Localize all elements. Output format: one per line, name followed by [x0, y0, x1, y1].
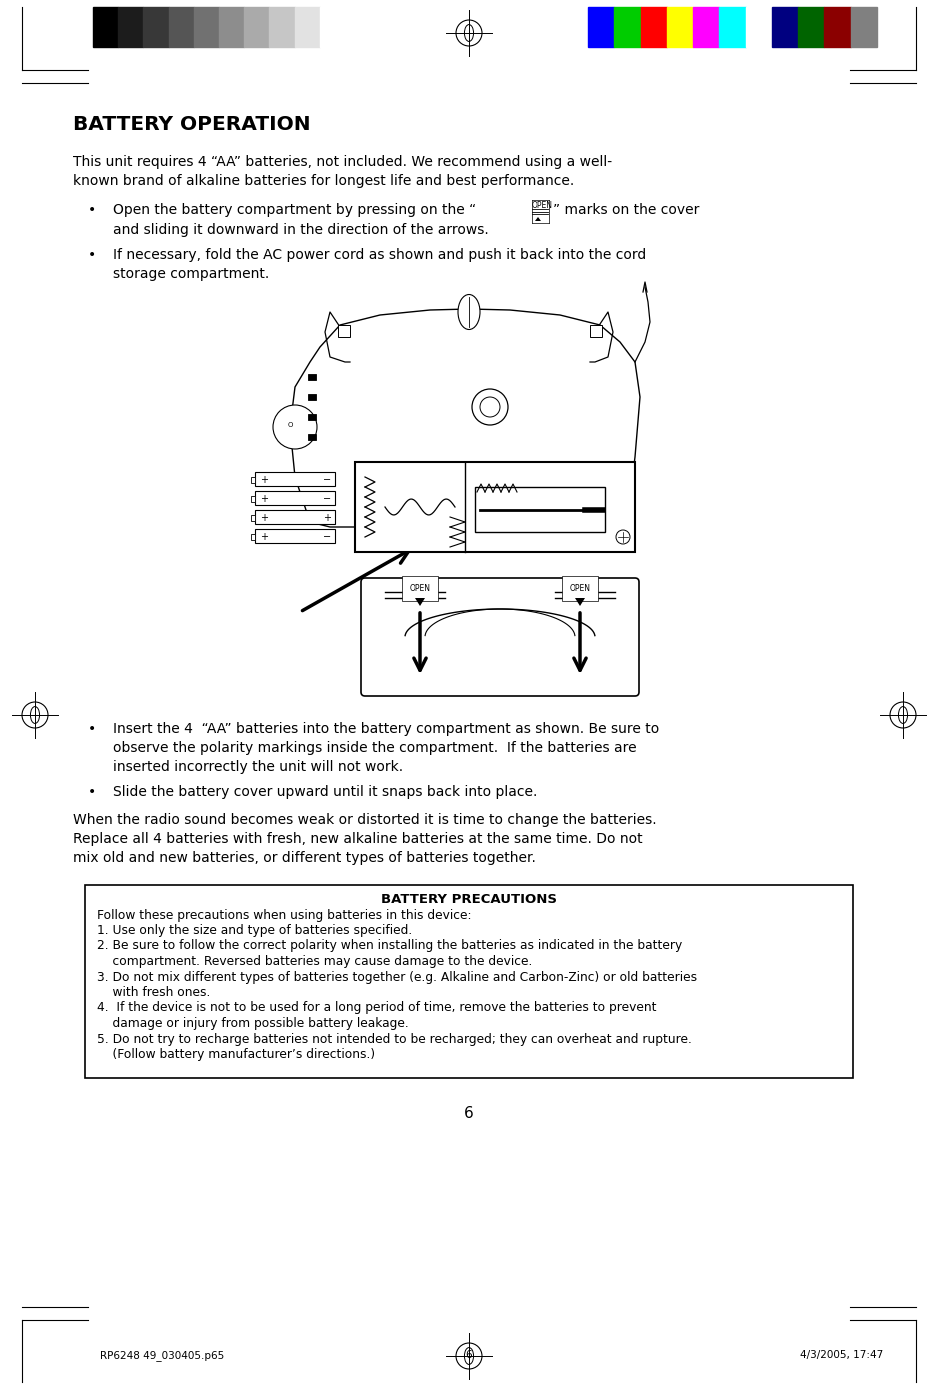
Text: 4.  If the device is not to be used for a long period of time, remove the batter: 4. If the device is not to be used for a…: [97, 1001, 657, 1014]
Text: inserted incorrectly the unit will not work.: inserted incorrectly the unit will not w…: [113, 760, 403, 774]
Text: 6: 6: [464, 1106, 474, 1121]
Text: •: •: [88, 785, 97, 799]
Text: +: +: [323, 513, 331, 524]
Text: known brand of alkaline batteries for longest life and best performance.: known brand of alkaline batteries for lo…: [73, 174, 574, 188]
Text: observe the polarity markings inside the compartment.  If the batteries are: observe the polarity markings inside the…: [113, 740, 637, 756]
Text: −: −: [323, 494, 331, 504]
Bar: [85, 885, 853, 1078]
Text: Replace all 4 batteries with fresh, new alkaline batteries at the same time. Do : Replace all 4 batteries with fresh, new …: [73, 832, 643, 846]
Text: +: +: [260, 475, 268, 485]
Polygon shape: [415, 599, 425, 606]
Bar: [308, 394, 316, 400]
Bar: [295, 7, 320, 47]
Circle shape: [472, 389, 508, 425]
Text: •: •: [88, 203, 97, 217]
Bar: [614, 7, 641, 47]
Bar: [308, 374, 316, 381]
Bar: [269, 7, 295, 47]
Text: damage or injury from possible battery leakage.: damage or injury from possible battery l…: [97, 1017, 409, 1031]
Bar: [746, 7, 772, 47]
Text: 3. Do not mix different types of batteries together (e.g. Alkaline and Carbon-Zi: 3. Do not mix different types of batteri…: [97, 971, 697, 983]
Bar: [244, 7, 269, 47]
Circle shape: [616, 531, 630, 544]
Text: Insert the 4  “AA” batteries into the battery compartment as shown. Be sure to: Insert the 4 “AA” batteries into the bat…: [113, 722, 659, 736]
Bar: [588, 7, 614, 47]
Text: •: •: [88, 249, 97, 263]
Text: 4/3/2005, 17:47: 4/3/2005, 17:47: [800, 1350, 884, 1360]
Bar: [320, 7, 345, 47]
Bar: [93, 7, 118, 47]
Text: and sliding it downward in the direction of the arrows.: and sliding it downward in the direction…: [113, 224, 489, 238]
Bar: [144, 7, 169, 47]
Bar: [719, 7, 746, 47]
FancyBboxPatch shape: [361, 578, 639, 696]
Bar: [251, 496, 255, 501]
Bar: [641, 7, 667, 47]
Text: compartment. Reversed batteries may cause damage to the device.: compartment. Reversed batteries may caus…: [97, 956, 533, 968]
Text: 2. Be sure to follow the correct polarity when installing the batteries as indic: 2. Be sure to follow the correct polarit…: [97, 939, 682, 953]
Text: ” marks on the cover: ” marks on the cover: [553, 203, 700, 217]
Text: BATTERY PRECAUTIONS: BATTERY PRECAUTIONS: [381, 893, 557, 906]
Text: with fresh ones.: with fresh ones.: [97, 986, 210, 999]
Text: Slide the battery cover upward until it snaps back into place.: Slide the battery cover upward until it …: [113, 785, 537, 799]
Bar: [355, 463, 635, 551]
Text: 6: 6: [465, 1350, 473, 1360]
Bar: [255, 490, 335, 506]
Bar: [255, 472, 335, 486]
Bar: [693, 7, 719, 47]
Bar: [772, 7, 798, 47]
Text: +: +: [260, 532, 268, 542]
Bar: [255, 529, 335, 543]
Text: storage compartment.: storage compartment.: [113, 267, 269, 281]
Bar: [851, 7, 877, 47]
Bar: [118, 7, 144, 47]
Bar: [475, 488, 605, 532]
Bar: [251, 533, 255, 540]
Text: 5. Do not try to recharge batteries not intended to be recharged; they can overh: 5. Do not try to recharge batteries not …: [97, 1032, 692, 1046]
Bar: [798, 7, 825, 47]
Text: mix old and new batteries, or different types of batteries together.: mix old and new batteries, or different …: [73, 851, 536, 865]
Text: 1. Use only the size and type of batteries specified.: 1. Use only the size and type of batteri…: [97, 924, 412, 938]
Bar: [169, 7, 194, 47]
Text: BATTERY OPERATION: BATTERY OPERATION: [73, 115, 310, 133]
Polygon shape: [575, 599, 585, 606]
Bar: [251, 476, 255, 483]
Bar: [667, 7, 693, 47]
Polygon shape: [535, 217, 541, 221]
Bar: [255, 510, 335, 524]
Text: If necessary, fold the AC power cord as shown and push it back into the cord: If necessary, fold the AC power cord as …: [113, 249, 646, 263]
Text: OPEN: OPEN: [532, 201, 553, 210]
Bar: [590, 325, 602, 338]
Bar: [219, 7, 244, 47]
Text: +: +: [260, 494, 268, 504]
Bar: [251, 515, 255, 521]
Text: Follow these precautions when using batteries in this device:: Follow these precautions when using batt…: [97, 908, 472, 921]
Text: −: −: [323, 475, 331, 485]
Text: (Follow battery manufacturer’s directions.): (Follow battery manufacturer’s direction…: [97, 1047, 375, 1061]
Bar: [308, 433, 316, 440]
Text: Open the battery compartment by pressing on the “: Open the battery compartment by pressing…: [113, 203, 477, 217]
Text: •: •: [88, 722, 97, 736]
Text: +: +: [260, 513, 268, 524]
Text: This unit requires 4 “AA” batteries, not included. We recommend using a well-: This unit requires 4 “AA” batteries, not…: [73, 156, 613, 169]
Bar: [194, 7, 219, 47]
Text: OPEN: OPEN: [410, 583, 431, 593]
Text: −: −: [323, 532, 331, 542]
Bar: [338, 325, 350, 338]
Circle shape: [480, 397, 500, 417]
Circle shape: [273, 406, 317, 449]
Ellipse shape: [458, 294, 480, 329]
Text: RP6248 49_030405.p65: RP6248 49_030405.p65: [100, 1350, 224, 1361]
Bar: [308, 414, 316, 419]
Text: OPEN: OPEN: [569, 583, 591, 593]
Bar: [825, 7, 851, 47]
Text: O: O: [287, 422, 293, 428]
Polygon shape: [290, 308, 640, 526]
Text: When the radio sound becomes weak or distorted it is time to change the batterie: When the radio sound becomes weak or dis…: [73, 813, 657, 826]
